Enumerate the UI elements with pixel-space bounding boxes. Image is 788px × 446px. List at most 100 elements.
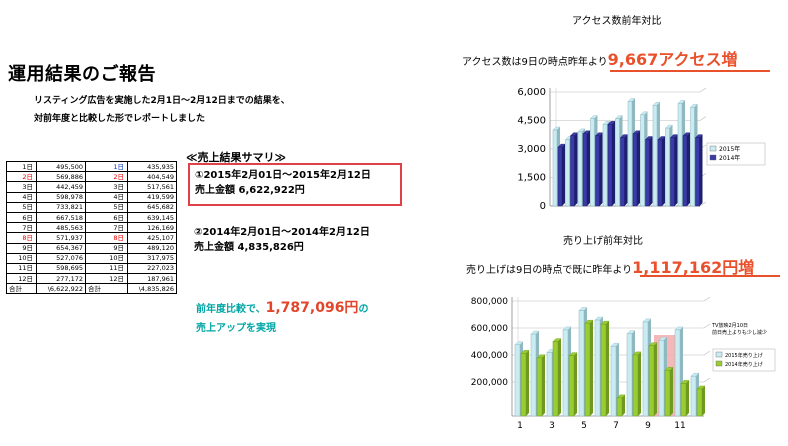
value-2015-cell: 598,978: [36, 191, 86, 203]
month-2015-cell: 8日: [6, 232, 37, 244]
table-row: 7日 485,563 7日 126,169: [6, 222, 177, 234]
access-headline-value: 9,667アクセス増: [607, 50, 738, 69]
month-2014-cell: 3日: [85, 181, 128, 193]
month-2014-cell: 2日: [85, 171, 128, 183]
table-row: 8日 571,937 8日 425,107: [6, 232, 177, 244]
month-2014-cell: 11日: [85, 262, 128, 275]
bar-2015年: [590, 118, 595, 207]
y-tick-label: 400,000: [471, 351, 508, 361]
total-label-1-cell: 合計: [6, 283, 37, 295]
month-2015-cell: 10日: [6, 252, 37, 264]
month-2015-cell: 5日: [6, 201, 37, 213]
bar-side: [590, 320, 593, 416]
bar-2014年売り上げ: [584, 322, 591, 417]
bar-2015年: [640, 114, 645, 207]
sales-chart-annotation-line1: TV放映2月10日: [711, 322, 748, 329]
legend-label: 2014年売り上げ: [725, 361, 763, 368]
bar-2014年: [620, 137, 625, 207]
table-row: 11日 598,695 11日 227,023: [6, 262, 177, 275]
summary-2014-block: ②2014年2月01日～2014年2月12日 売上金額 4,835,826円: [194, 225, 370, 255]
bar-2015年売り上げ: [610, 345, 617, 417]
value-2014-cell: 317,975: [127, 252, 177, 264]
legend-swatch: [715, 360, 723, 367]
bar-side: [649, 136, 653, 206]
month-2014-cell: 4日: [85, 191, 128, 203]
bar-2014年売り上げ: [664, 370, 671, 417]
report-title: 運用結果のご報告: [8, 64, 156, 85]
legend-label: 2015年: [719, 145, 740, 153]
month-2015-cell: 11日: [6, 262, 37, 275]
bar-side: [699, 134, 703, 206]
bar-2014年売り上げ: [648, 345, 655, 417]
gridline-depth: [703, 323, 711, 329]
x-tick-label: 9: [645, 421, 651, 431]
bar-2015年売り上げ: [578, 310, 585, 417]
table-row: 4日 598,978 4日 419,599: [6, 191, 177, 203]
bar-2015年: [690, 106, 695, 207]
bar-side: [599, 132, 603, 206]
summary-title: ≪売上結果サマリ≫: [186, 151, 287, 164]
month-2015-cell: 9日: [6, 242, 37, 254]
table-row: 2日 569,886 2日 404,549: [6, 171, 177, 183]
bar-2014年: [682, 135, 688, 207]
bar-2015年: [677, 103, 683, 207]
bar-2015年売り上げ: [658, 339, 665, 417]
month-2014-cell: 6日: [85, 211, 128, 224]
access-headline-underline: [610, 70, 770, 72]
value-2014-cell: 435,935: [127, 160, 177, 173]
total-value-1-cell: \6,622,922: [36, 283, 86, 295]
month-2015-cell: 3日: [6, 181, 37, 193]
value-2015-cell: 569,886: [36, 171, 86, 183]
month-2014-cell: 1日: [85, 160, 128, 173]
access-headline: アクセス数は9日の時点昨年より9,667アクセス増: [462, 46, 737, 70]
bar-2014年売り上げ: [680, 383, 687, 417]
sales-chart-annotation-line2: 前日売上よりも少し減少: [712, 329, 767, 336]
value-2014-cell: 639,145: [127, 211, 177, 224]
bar-side: [612, 121, 615, 206]
value-2014-cell: 419,599: [127, 191, 177, 203]
bar-side: [702, 385, 705, 416]
bar-2014年: [557, 146, 563, 207]
month-2015-cell: 1日: [6, 160, 37, 173]
bar-2014年売り上げ: [696, 388, 703, 417]
bar-side: [526, 350, 529, 416]
summary-period-2015: ①2015年2月01日～2015年2月12日: [195, 170, 371, 181]
bar-2015年売り上げ: [562, 329, 569, 417]
bar-2015年: [615, 118, 620, 207]
bar-side: [622, 394, 625, 416]
value-2014-cell: 425,107: [127, 232, 177, 244]
value-2015-cell: 571,937: [36, 232, 86, 244]
bar-2015年売り上げ: [594, 319, 601, 417]
gridline-depth: [699, 116, 707, 121]
bar-side: [670, 367, 673, 416]
value-2014-cell: 517,561: [127, 181, 177, 193]
summary-2015-box: ①2015年2月01日～2015年2月12日 売上金額 6,622,922円: [188, 163, 402, 206]
value-2015-cell: 527,076: [36, 252, 86, 264]
bar-2015年: [552, 129, 558, 207]
legend-swatch: [709, 154, 717, 161]
bar-2015年: [565, 139, 570, 207]
bar-2014年: [632, 133, 638, 207]
x-tick-label: 1: [517, 421, 523, 431]
value-2014-cell: 404,549: [127, 171, 177, 183]
bar-2015年: [665, 127, 670, 207]
bar-side: [574, 132, 578, 206]
legend-swatch: [715, 351, 723, 358]
summary-diff-suffix: の: [358, 304, 369, 315]
value-2015-cell: 598,695: [36, 262, 86, 275]
month-2014-cell: 9日: [85, 242, 128, 254]
value-2014-cell: 489,120: [127, 242, 177, 254]
sales-headline-prefix: 売り上げは9日の時点で既に昨年より: [466, 265, 633, 276]
value-2015-cell: 667,518: [36, 211, 86, 224]
bar-side: [587, 130, 590, 206]
summary-diff-amount: 1,787,096円: [265, 300, 359, 316]
bar-2014年: [595, 135, 600, 207]
sales-chart-title: 売り上げ前年対比: [563, 236, 643, 247]
summary-amount-2014: 売上金額 4,835,826円: [194, 242, 304, 253]
y-tick-label: 0: [540, 201, 546, 212]
bar-2014年売り上げ: [632, 354, 639, 417]
table-row: 6日 667,518 6日 639,145: [6, 211, 177, 224]
bar-2015年: [602, 124, 608, 207]
month-2014-cell: 7日: [85, 222, 128, 234]
